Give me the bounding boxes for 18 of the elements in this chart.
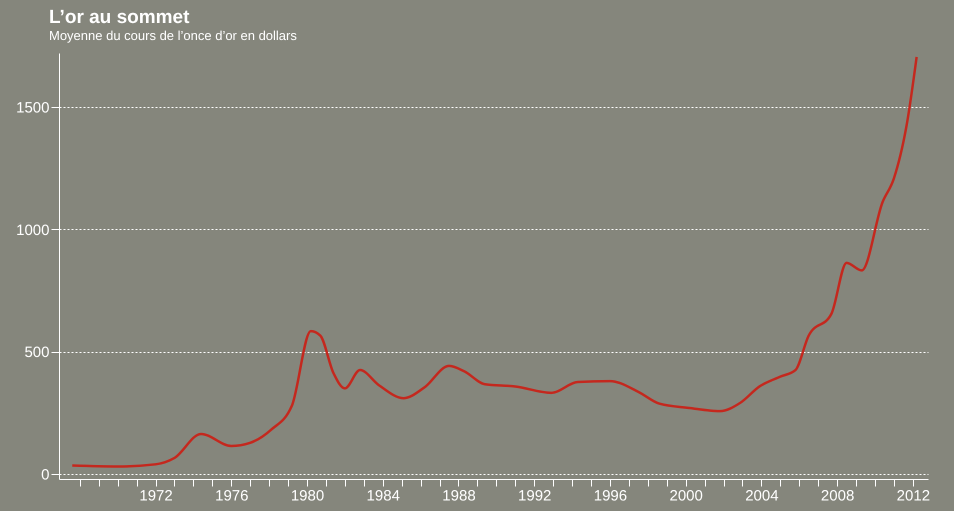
- x-tick-label: 1988: [442, 488, 476, 504]
- x-tick-label: 1996: [594, 488, 628, 504]
- x-tick-label: 1984: [366, 488, 400, 504]
- x-tick-label: 2004: [745, 488, 779, 504]
- y-tick-label: 500: [24, 344, 50, 362]
- x-tick-label: 2012: [896, 488, 930, 504]
- y-tick-label: 1500: [16, 99, 50, 116]
- line-series: [71, 56, 918, 468]
- x-tick-label: 2000: [669, 488, 703, 504]
- x-tick-label: 2008: [820, 488, 854, 504]
- chart-subtitle: Moyenne du cours de l’once d’or en dollars: [49, 28, 298, 43]
- y-tick-label: 0: [41, 466, 50, 484]
- x-tick-label: 1976: [215, 488, 248, 504]
- x-tick-label: 1980: [290, 488, 324, 504]
- x-tick-label: 1992: [518, 488, 552, 504]
- y-tick-label: 1000: [16, 222, 50, 239]
- x-tick-label: 1972: [139, 488, 173, 504]
- chart-title: L’or au sommet: [49, 7, 190, 28]
